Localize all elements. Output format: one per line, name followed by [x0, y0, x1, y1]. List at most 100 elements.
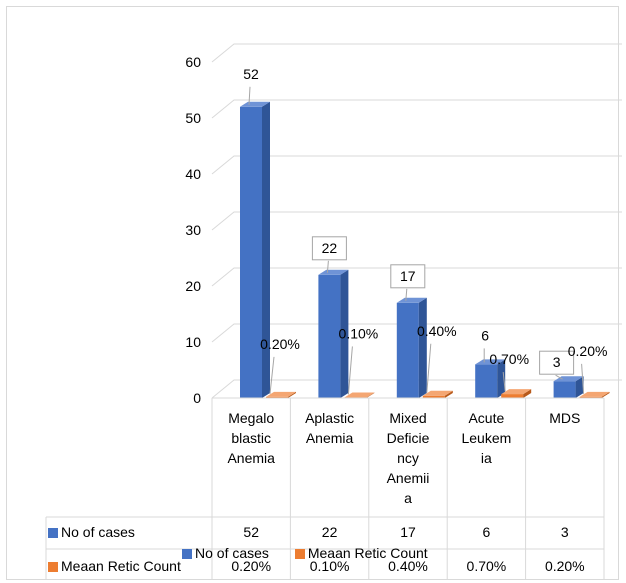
bar-no-of-cases-face	[418, 297, 427, 398]
leader-line	[555, 374, 563, 380]
table-cell: 52	[243, 524, 259, 540]
y-tick-label: 40	[185, 166, 201, 182]
leader-line	[326, 260, 329, 273]
bar-retic-count	[501, 389, 532, 398]
table-series-name: No of cases	[61, 524, 135, 540]
bar-no-of-cases-face	[475, 359, 506, 365]
bar-no-of-cases-face	[475, 364, 498, 398]
data-label-retic-count: 0.10%	[339, 325, 379, 341]
bar-no-of-cases	[553, 376, 584, 398]
legend-label-series-1: No of cases	[195, 545, 269, 561]
y-tick-label: 0	[193, 390, 201, 406]
table-cell: 0.20%	[231, 558, 272, 574]
bar-no-of-cases-face	[553, 376, 584, 382]
bar-retic-count	[266, 391, 296, 398]
table-cell: 0.20%	[544, 558, 585, 574]
bar-no-of-cases-face	[240, 106, 262, 399]
legend-swatch-series-1	[182, 549, 192, 559]
y-tick-label: 50	[185, 110, 201, 126]
table-row-header: No of cases	[48, 522, 135, 542]
category-label: MDS	[526, 408, 604, 428]
bar-retic-count-face	[288, 391, 296, 398]
bar-retic-count-face	[523, 389, 532, 398]
leader-line	[502, 372, 506, 392]
bar-retic-count-face	[579, 391, 610, 397]
leader-line	[581, 363, 585, 394]
category-label: Megalo blastic Anemia	[212, 408, 290, 468]
table-series-name: Meaan Retic Count	[61, 558, 181, 574]
table-cell: 3	[560, 524, 569, 540]
bar-retic-count	[579, 391, 610, 398]
bar-retic-count-face	[422, 395, 445, 398]
category-label-line: ncy	[397, 450, 419, 466]
bar-retic-count	[422, 390, 453, 398]
category-label-line: Mixed	[389, 410, 427, 426]
category-label-line: Aplastic	[305, 410, 355, 426]
data-label-no-of-cases: 17	[400, 268, 416, 284]
legend-item-series-1: No of cases	[182, 545, 269, 561]
table-cell: 0.10%	[309, 558, 350, 574]
category-label: Aplastic Anemia	[290, 408, 368, 448]
category-label-line: a	[404, 490, 412, 506]
leader-line	[426, 343, 432, 393]
table-cell: 22	[321, 524, 338, 540]
gridline	[211, 211, 622, 231]
bar-no-of-cases	[318, 269, 349, 398]
bar-no-of-cases-face	[553, 381, 576, 398]
gridline	[211, 43, 622, 63]
legend-item-series-2: Meaan Retic Count	[294, 545, 428, 561]
category-label: Acute Leukem ia	[447, 408, 525, 468]
category-label-line: MDS	[549, 410, 581, 426]
bar-retic-count-face	[266, 391, 296, 397]
bar-no-of-cases	[240, 101, 270, 399]
bar-retic-count-face	[266, 396, 288, 398]
category-label-line: ia	[480, 450, 492, 466]
bar-no-of-cases-face	[575, 376, 584, 398]
data-label-no-of-cases: 22	[322, 240, 338, 256]
bar-no-of-cases-face	[396, 302, 419, 398]
legend-swatch-series-2	[294, 549, 305, 559]
legend-label-series-2: Meaan Retic Count	[307, 545, 428, 561]
y-tick-label: 20	[185, 278, 201, 294]
category-label-line: Deficie	[386, 430, 430, 446]
gridline	[211, 267, 622, 287]
category-label-line: blastic	[231, 430, 272, 446]
y-tick-label: 60	[185, 54, 201, 70]
data-label-retic-count: 0.40%	[417, 323, 457, 339]
bar-no-of-cases	[396, 297, 427, 398]
bar-retic-count-face	[579, 396, 602, 398]
legend: No of cases Meaan Retic Count	[182, 544, 450, 562]
bar-no-of-cases-face	[262, 101, 270, 399]
data-label-no-of-cases: 6	[481, 327, 489, 343]
data-label-no-of-cases: 3	[553, 354, 561, 370]
category-label-line: Leukem	[461, 430, 512, 446]
data-label-retic-count: 0.20%	[260, 336, 300, 352]
bar-no-of-cases-face	[318, 274, 341, 398]
bar-retic-count-face	[501, 389, 532, 395]
bar-retic-count-face	[422, 390, 453, 396]
data-label-no-of-cases: 52	[243, 66, 259, 82]
chart-frame	[6, 6, 619, 580]
y-tick-label: 10	[185, 334, 201, 350]
bar-no-of-cases	[475, 359, 506, 398]
leader-line	[269, 356, 275, 394]
bar-no-of-cases-face	[497, 359, 506, 398]
category-label-line: Anemii	[386, 470, 430, 486]
bar-retic-count-face	[601, 391, 610, 398]
table-cell: 0.70%	[466, 558, 507, 574]
bar-retic-count-face	[501, 394, 524, 398]
bar-no-of-cases-face	[396, 297, 427, 303]
category-label-line: Anemia	[227, 450, 275, 466]
category-label: Mixed Deficie ncy Anemii a	[369, 408, 447, 508]
data-label-box	[311, 236, 347, 261]
table-swatch	[48, 562, 58, 572]
table-cell: 6	[482, 524, 491, 540]
bar-no-of-cases-face	[340, 269, 349, 398]
data-label-box	[539, 350, 575, 375]
table-swatch	[48, 528, 58, 538]
leader-line	[405, 288, 408, 301]
bar-no-of-cases-face	[240, 101, 270, 107]
y-tick-label: 30	[185, 222, 201, 238]
leader-line	[347, 346, 353, 395]
